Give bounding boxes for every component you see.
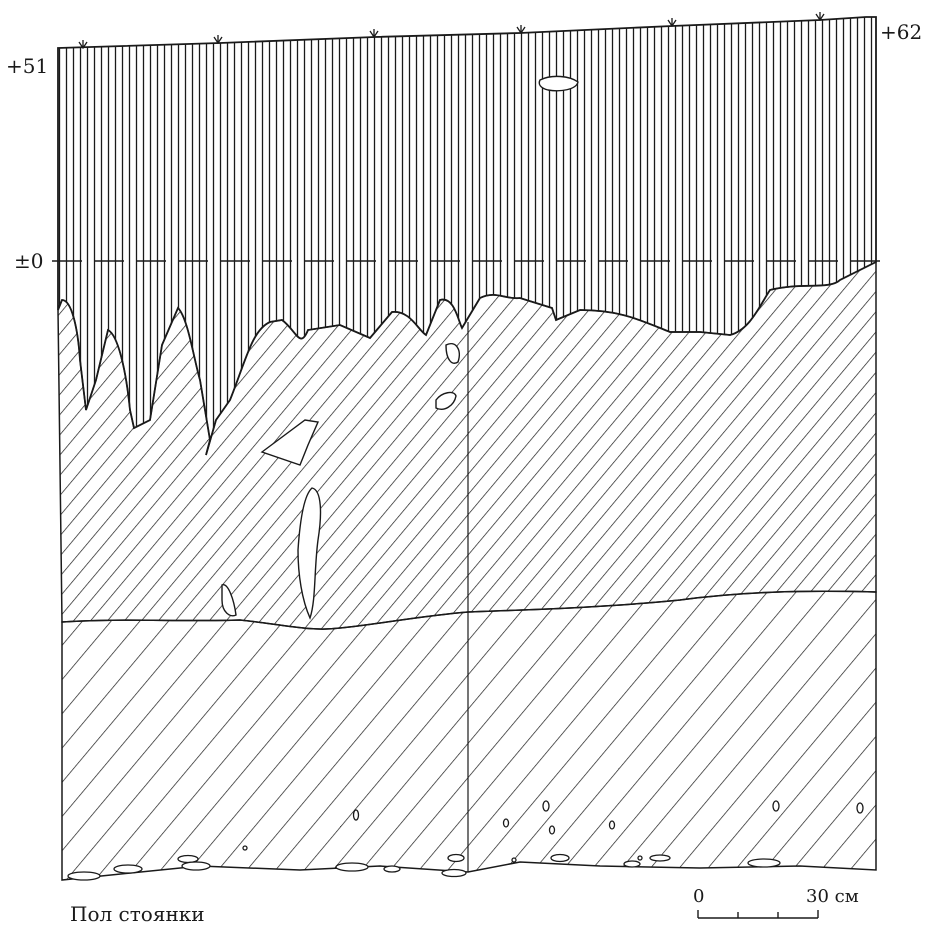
upper-layer [57, 16, 877, 456]
elevation-left-top: +51 [6, 54, 49, 78]
scale-end-label: 30 см [806, 886, 859, 907]
floor-stones [67, 800, 864, 881]
lower-layer [61, 590, 877, 881]
scale-start-label: 0 [693, 886, 705, 907]
scale-bar [697, 910, 819, 919]
figure-caption: Пол стоянки [70, 902, 205, 926]
surface-markers [78, 12, 825, 50]
elevation-zero: ±0 [14, 249, 44, 273]
inclusions [221, 75, 579, 620]
elevation-right-top: +62 [880, 20, 923, 44]
